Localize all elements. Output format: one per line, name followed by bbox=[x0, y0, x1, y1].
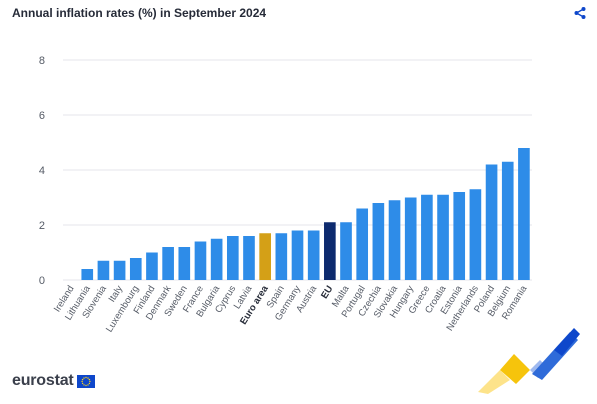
bar-latvia[interactable] bbox=[243, 236, 255, 280]
bar-estonia[interactable] bbox=[453, 192, 466, 280]
bar-slovakia[interactable] bbox=[388, 200, 401, 280]
bar-hungary[interactable] bbox=[404, 197, 417, 281]
bar-netherlands[interactable] bbox=[469, 189, 482, 280]
bar-belgium[interactable] bbox=[501, 161, 514, 280]
y-tick-label: 2 bbox=[39, 220, 45, 232]
bar-cyprus[interactable] bbox=[226, 236, 239, 280]
bar-malta[interactable] bbox=[340, 222, 352, 280]
bar-portugal[interactable] bbox=[356, 208, 369, 281]
bar-luxembourg[interactable] bbox=[129, 258, 142, 280]
bar-greece[interactable] bbox=[421, 194, 433, 280]
y-tick-label: 4 bbox=[39, 165, 45, 177]
bar-sweden[interactable] bbox=[178, 247, 191, 280]
bar-czechia[interactable] bbox=[372, 203, 385, 280]
chart-title: Annual inflation rates (%) in September … bbox=[12, 6, 267, 20]
y-tick-label: 0 bbox=[39, 275, 45, 287]
y-axis-ticks: 0 2 4 6 8 bbox=[39, 55, 45, 287]
bar-spain[interactable] bbox=[275, 233, 288, 280]
bar-germany[interactable] bbox=[291, 230, 304, 281]
x-axis-labels: IrelandLithuaniaSloveniaItalyLuxembourgF… bbox=[52, 283, 530, 334]
bar-austria[interactable] bbox=[307, 230, 320, 281]
bars bbox=[81, 148, 530, 281]
bar-france[interactable] bbox=[194, 241, 207, 281]
y-tick-label: 8 bbox=[39, 55, 45, 67]
bar-lithuania[interactable] bbox=[81, 269, 94, 280]
bar-finland[interactable] bbox=[146, 252, 158, 281]
bar-poland[interactable] bbox=[485, 164, 498, 281]
bar-italy[interactable] bbox=[113, 260, 126, 280]
eurostat-logo: eurostat bbox=[12, 372, 95, 390]
eurostat-ribbon-decoration bbox=[478, 328, 580, 394]
bar-eu[interactable] bbox=[324, 222, 336, 280]
bar-croatia[interactable] bbox=[437, 194, 449, 280]
y-tick-label: 6 bbox=[39, 110, 45, 122]
share-icon[interactable] bbox=[573, 6, 587, 20]
bar-slovenia[interactable] bbox=[97, 260, 110, 280]
eu-flag-icon bbox=[76, 374, 95, 388]
bar-euro-area[interactable] bbox=[259, 233, 271, 280]
bar-denmark[interactable] bbox=[162, 247, 174, 280]
bar-bulgaria[interactable] bbox=[210, 238, 223, 280]
logo-text: eurostat bbox=[12, 372, 74, 389]
bar-romania[interactable] bbox=[518, 148, 530, 280]
